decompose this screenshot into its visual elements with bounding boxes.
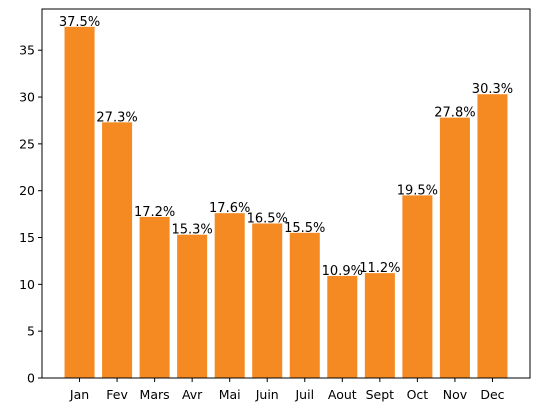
bar-oct [402, 195, 433, 378]
x-tick-label-nov: Nov [443, 387, 468, 402]
bar-juil [289, 232, 320, 378]
x-tick-label-jan: Jan [69, 387, 89, 402]
data-label-nov: 27.8% [434, 106, 475, 121]
bar-juin [252, 223, 283, 378]
y-tick-label-20: 20 [19, 183, 35, 198]
bar-fev [102, 122, 133, 379]
bars-group [64, 26, 508, 379]
y-tick-label-5: 5 [27, 324, 35, 339]
data-label-juil: 15.5% [284, 221, 325, 236]
bar-avr [177, 234, 208, 378]
x-tick-label-aout: Aout [328, 387, 357, 402]
plot-frame [41, 8, 531, 379]
bar-dec [477, 94, 508, 378]
y-tick-label-25: 25 [19, 136, 35, 151]
data-label-mars: 17.2% [134, 205, 175, 220]
bar-sept [364, 273, 395, 378]
y-tick-label-15: 15 [19, 230, 35, 245]
x-axis: Jan Fev Mars Avr Mai Juin Juil Aout Sept Oct Nov De… [69, 378, 505, 402]
bar-aout [327, 275, 358, 378]
x-tick-label-mars: Mars [140, 387, 170, 402]
bar-jan [64, 26, 95, 379]
y-tick-label-10: 10 [19, 277, 35, 292]
data-label-juin: 16.5% [247, 211, 288, 226]
x-tick-label-mai: Mai [219, 387, 241, 402]
x-tick-label-oct: Oct [407, 387, 429, 402]
data-label-mai: 17.6% [209, 201, 250, 216]
y-tick-label-35: 35 [19, 43, 35, 58]
bar-mai [214, 213, 245, 378]
data-label-oct: 19.5% [397, 183, 438, 198]
bar-mars [139, 216, 170, 378]
data-label-sept: 11.2% [359, 261, 400, 276]
x-tick-label-juil: Juil [294, 387, 314, 402]
x-tick-label-sept: Sept [366, 387, 395, 402]
x-tick-label-juin: Juin [255, 387, 279, 402]
data-label-fev: 27.3% [96, 110, 137, 125]
bar-nov [439, 117, 470, 379]
y-tick-label-0: 0 [27, 371, 35, 386]
data-label-avr: 15.3% [171, 223, 212, 238]
y-axis: 0 5 10 15 20 25 30 35 [19, 43, 42, 386]
data-labels-group: 37.5% 27.3% 17.2% 15.3% 17.6%16.5%15.5% 10.9%… [59, 15, 513, 279]
x-tick-label-avr: Avr [182, 387, 203, 402]
x-tick-label-dec: Dec [480, 387, 504, 402]
x-tick-label-fev: Fev [106, 387, 128, 402]
data-label-jan: 37.5% [59, 15, 100, 30]
data-label-aout: 10.9% [322, 264, 363, 279]
y-tick-label-30: 30 [19, 90, 35, 105]
data-label-dec: 30.3% [472, 82, 513, 97]
